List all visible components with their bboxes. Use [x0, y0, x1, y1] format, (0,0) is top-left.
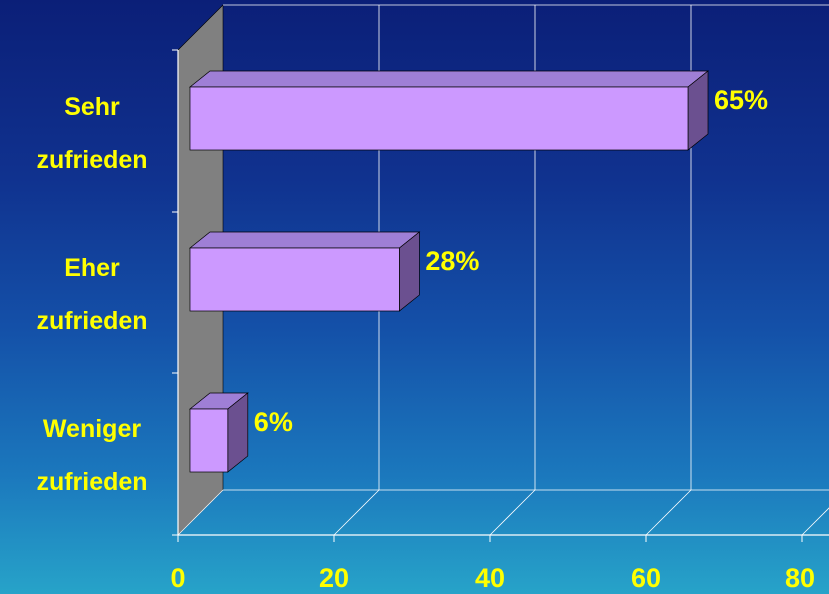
- floor-line-0: [177, 489, 224, 536]
- category-label-1-line-0: Eher: [64, 254, 120, 282]
- labels: 65% 28% 6% Sehr zufrieden Eher zufrieden Wenige…: [36, 85, 815, 593]
- floor-line-40: [489, 489, 536, 536]
- category-label-2-line-0: Weniger: [43, 415, 141, 443]
- data-label-0: 65%: [714, 85, 768, 115]
- floor-line-80: [801, 507, 829, 536]
- bar-top-face-1: [189, 231, 421, 249]
- x-tick-label-60: 60: [631, 563, 661, 593]
- bar-front-face-2: [189, 408, 229, 473]
- category-label-1-line-1: zufrieden: [36, 307, 147, 335]
- bar-1: [189, 231, 421, 312]
- x-tick-label-20: 20: [319, 563, 349, 593]
- category-label-0-line-0: Sehr: [64, 93, 120, 121]
- bar-front-face-1: [189, 247, 400, 312]
- category-label-0-line-1: zufrieden: [36, 146, 147, 174]
- floor-line-60: [645, 489, 692, 536]
- data-label-2: 6%: [254, 407, 293, 437]
- bars: [189, 70, 709, 473]
- bar-0: [189, 70, 709, 151]
- floor-line-20: [333, 489, 380, 536]
- bar-2: [189, 392, 249, 473]
- x-tick-label-80: 80: [785, 563, 815, 593]
- x-tick-label-40: 40: [475, 563, 505, 593]
- category-label-2-line-1: zufrieden: [36, 468, 147, 496]
- x-tick-label-0: 0: [170, 563, 185, 593]
- bar-front-face-0: [189, 86, 689, 151]
- bar-top-face-0: [189, 70, 709, 88]
- data-label-1: 28%: [425, 246, 479, 276]
